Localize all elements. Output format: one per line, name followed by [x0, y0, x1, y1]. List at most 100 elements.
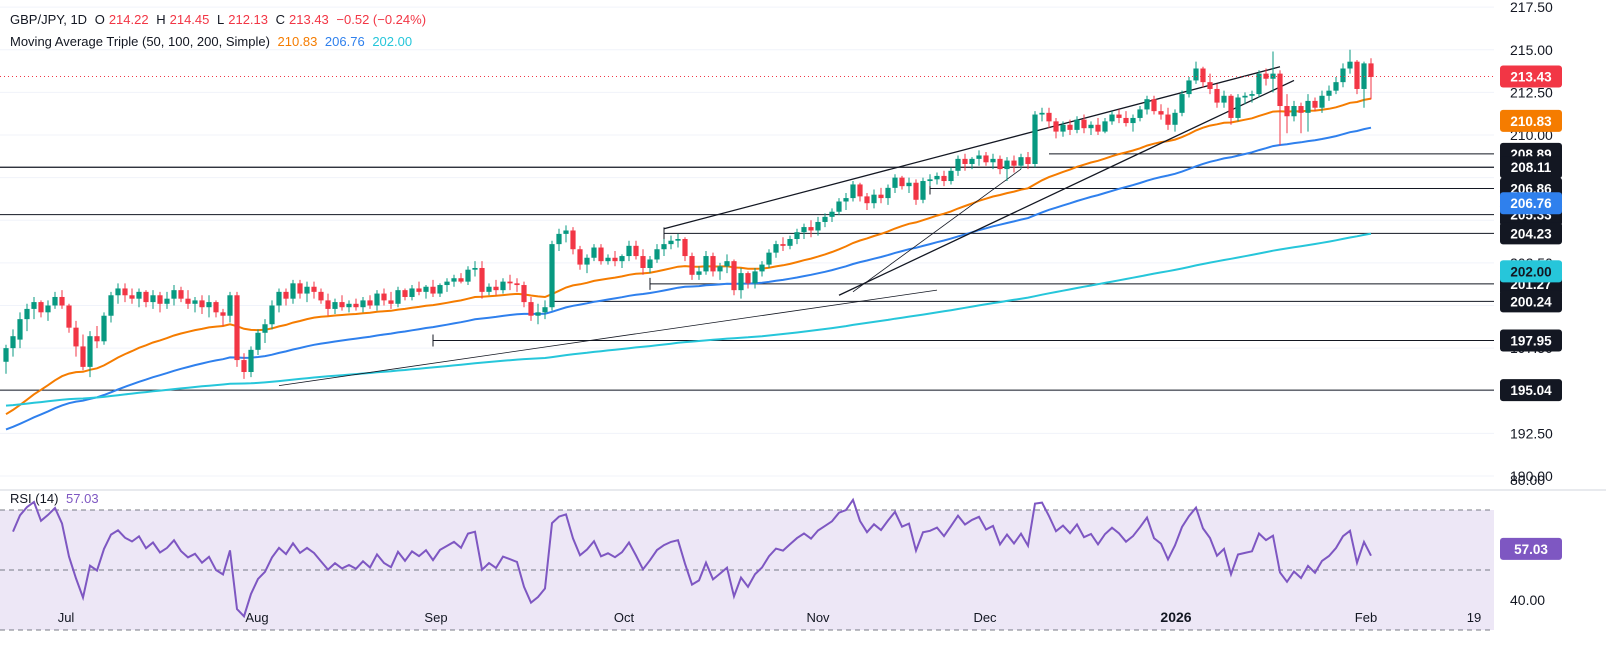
candle-body [640, 256, 646, 268]
candle-body [878, 194, 884, 199]
candle-body [1004, 160, 1010, 170]
candle [1025, 152, 1031, 170]
candle [297, 279, 303, 299]
candle-body [549, 244, 555, 308]
candle-body [584, 257, 590, 265]
candle-body [108, 295, 114, 316]
candle [1011, 155, 1017, 173]
candle-body [1067, 124, 1073, 130]
time-tick-label: Aug [245, 610, 268, 625]
candle [178, 286, 184, 303]
candle [640, 249, 646, 275]
ma50-value: 210.83 [277, 34, 318, 49]
candle [829, 208, 835, 222]
candle-body [619, 256, 625, 262]
candle-body [353, 303, 359, 308]
candle [409, 285, 415, 301]
candle [1228, 94, 1234, 125]
candle [374, 290, 380, 311]
candle-body [1249, 94, 1255, 96]
candle [150, 290, 156, 309]
candle [528, 296, 534, 321]
candle [661, 239, 667, 257]
time-axis[interactable]: Jul Aug Sep Oct Nov Dec 2026 Feb 19 [58, 609, 1482, 625]
ma-label[interactable]: Moving Average Triple (50, 100, 200, Sim… [10, 34, 270, 49]
candle-body [199, 300, 205, 308]
candle-body [1095, 124, 1101, 132]
candlesticks [3, 49, 1374, 379]
candle [1291, 100, 1297, 122]
rsi-axis[interactable]: 40.00 80.00 [1510, 472, 1545, 608]
symbol-label[interactable]: GBP/JPY, 1D [10, 12, 88, 27]
candle [591, 244, 597, 262]
candle [1032, 111, 1038, 168]
candle-body [388, 300, 394, 304]
time-tick-label: Sep [424, 610, 447, 625]
candle-body [206, 302, 212, 308]
candle-body [1368, 63, 1374, 78]
candle-body [794, 232, 800, 240]
candle-body [451, 278, 457, 282]
candle [1186, 77, 1192, 98]
candle-body [598, 247, 604, 262]
candle-body [1235, 97, 1241, 118]
candle-body [1186, 80, 1192, 95]
trend-line-4[interactable] [852, 168, 1022, 293]
trend-line-2[interactable] [838, 79, 1295, 296]
candle [696, 266, 702, 280]
candle-body [143, 291, 149, 303]
candle [1018, 153, 1024, 170]
candle [465, 266, 471, 286]
candle [647, 256, 653, 274]
candle-body [1039, 112, 1045, 115]
candle-body [444, 281, 450, 286]
price-tag [1500, 537, 1562, 560]
candle-body [521, 285, 527, 303]
candle [1137, 106, 1143, 122]
candle [1235, 94, 1241, 122]
candle-body [997, 158, 1003, 170]
candle [430, 279, 436, 297]
candle [941, 170, 947, 187]
candle-body [52, 296, 58, 306]
candle [101, 312, 107, 345]
price-tag [1500, 156, 1562, 179]
candle-body [563, 230, 569, 234]
candle-body [157, 295, 163, 304]
candle-body [668, 240, 674, 245]
candle [45, 300, 51, 321]
candle [24, 303, 30, 332]
candle-body [1172, 112, 1178, 125]
price-tag-label: 210.83 [1510, 114, 1552, 129]
candle-body [752, 271, 758, 284]
candle [171, 285, 177, 306]
candle [1354, 59, 1360, 95]
candle-body [1053, 121, 1059, 132]
ma100-value: 206.76 [324, 34, 365, 49]
candle-body [514, 283, 520, 286]
candle [1277, 70, 1283, 146]
trend-line-3[interactable] [278, 289, 938, 387]
candle-body [1284, 106, 1290, 117]
trend-line-1[interactable] [663, 66, 1281, 230]
candle-body [332, 302, 338, 309]
candle-body [3, 348, 9, 362]
candle [801, 223, 807, 240]
rsi-label[interactable]: RSI (14) [10, 491, 59, 506]
candle-body [304, 286, 310, 294]
ma-line-50 [5, 97, 1372, 416]
candle [66, 303, 72, 333]
open-label: O [94, 12, 105, 27]
candle-body [1319, 95, 1325, 108]
candle-body [227, 295, 233, 316]
trend-lines[interactable] [278, 66, 1295, 387]
candle [500, 278, 506, 294]
candle-body [605, 257, 611, 262]
candle [346, 300, 352, 313]
candle [899, 175, 905, 190]
candle-body [458, 278, 464, 282]
candle [521, 281, 527, 308]
candle [584, 254, 590, 274]
candle [458, 273, 464, 284]
